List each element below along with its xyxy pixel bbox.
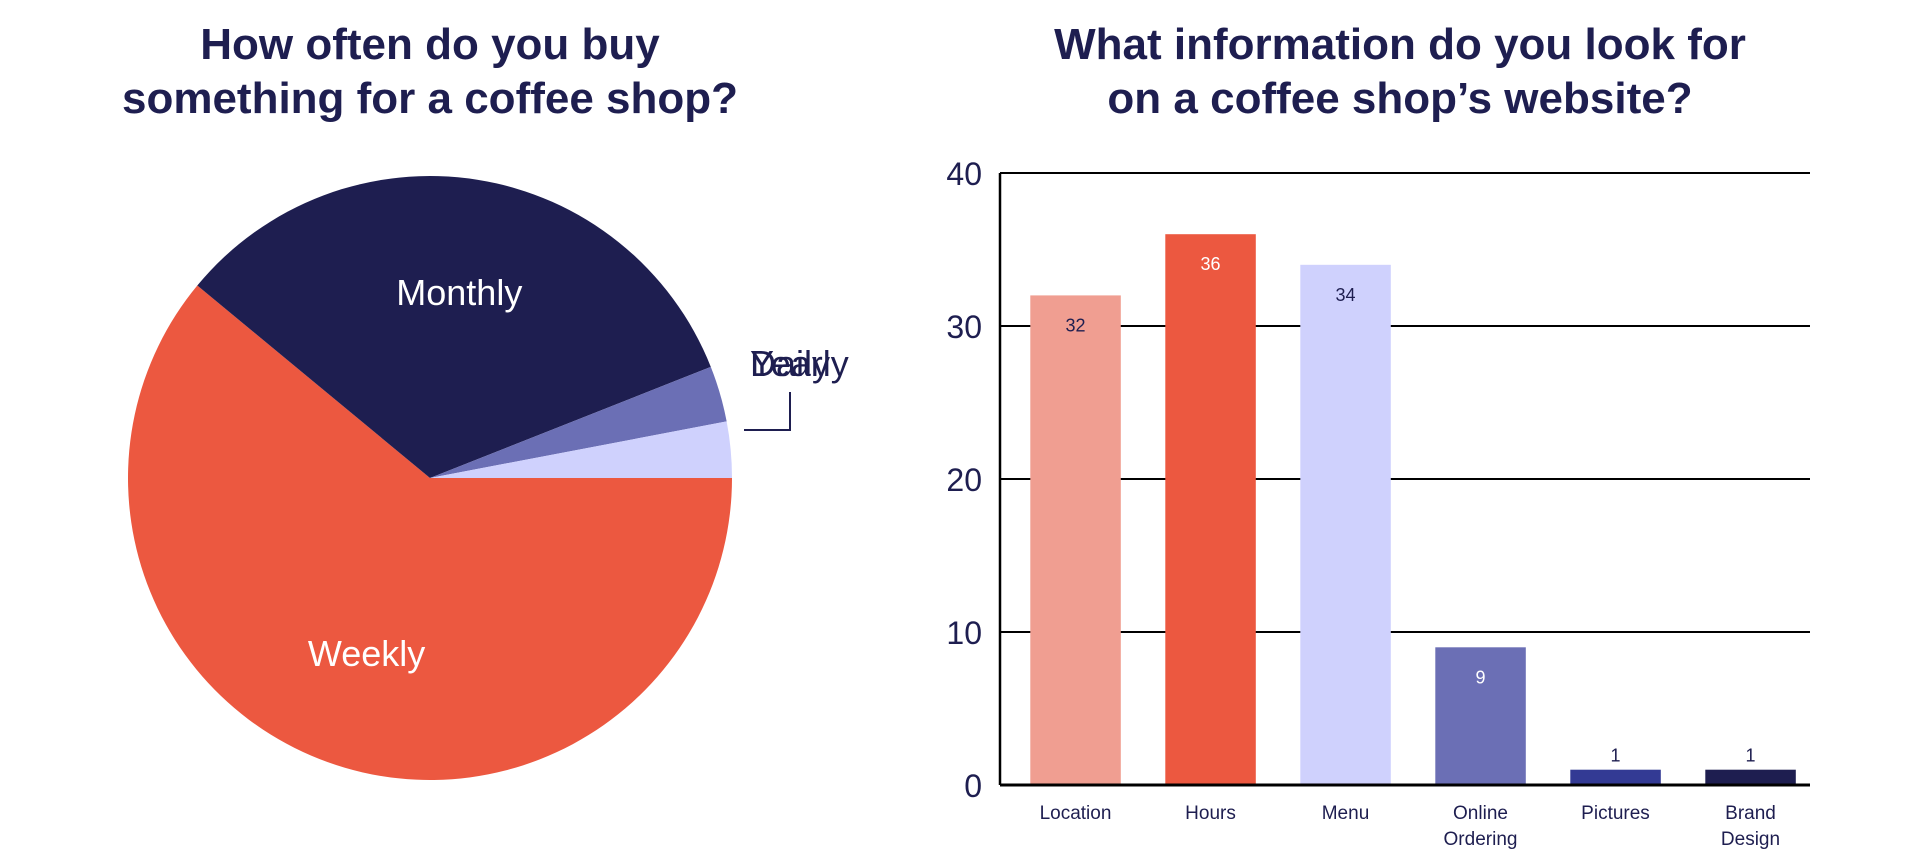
x-category-label-menu: Menu: [1322, 803, 1370, 824]
pie-label-weekly: Weekly: [308, 633, 425, 674]
pie-callout-daily: Daily: [744, 343, 830, 431]
pie-chart-title: How often do you buy something for a cof…: [0, 18, 860, 126]
x-category-label-location: Location: [1040, 803, 1112, 824]
x-category-label-line: Pictures: [1581, 803, 1650, 824]
x-category-label-pictures: Pictures: [1581, 803, 1650, 824]
bar-value-label-menu: 34: [1335, 285, 1355, 305]
pie-label-yearly: Yearly: [750, 343, 849, 384]
pie-slice-daily: [430, 421, 732, 478]
x-category-label-line: Menu: [1322, 803, 1370, 824]
pie-chart-panel: How often do you buy something for a cof…: [0, 0, 860, 865]
x-category-label-line: Online: [1453, 803, 1508, 824]
x-category-label-line: Brand: [1725, 803, 1776, 824]
bar-menu: [1300, 264, 1391, 785]
pie-label-daily: Daily: [750, 343, 830, 384]
y-tick-label-10: 10: [946, 615, 982, 651]
pie-title-line-2: something for a coffee shop?: [121, 74, 739, 123]
bar-chart-title: What information do you look for on a co…: [880, 18, 1920, 126]
bar-online-ordering: [1435, 647, 1526, 785]
pie-slice-monthly: [197, 176, 711, 478]
bar-title-line-2: on a coffee shop’s website?: [1107, 74, 1693, 123]
y-tick-label-20: 20: [946, 462, 982, 498]
pie-leader-daily: [744, 392, 791, 431]
bar-pictures: [1570, 769, 1661, 785]
y-tick-label-0: 0: [964, 768, 982, 804]
x-category-label-hours: Hours: [1185, 803, 1236, 824]
x-category-label-line: Ordering: [1444, 829, 1518, 850]
bar-chart-panel: What information do you look for on a co…: [880, 0, 1920, 865]
bar-location: [1030, 295, 1121, 785]
bar-hours: [1165, 234, 1256, 785]
y-tick-label-40: 40: [946, 156, 982, 192]
pie-slice-weekly: [127, 285, 733, 781]
x-category-label-brand-design: Brand Design: [1721, 803, 1780, 850]
x-category-label-online-ordering: Online Ordering: [1444, 803, 1518, 850]
pie-label-monthly: Monthly: [396, 272, 522, 313]
bar-value-label-brand-design: 1: [1745, 746, 1755, 766]
x-category-label-line: Hours: [1185, 803, 1236, 824]
x-category-label-line: Location: [1040, 803, 1112, 824]
bar-value-label-hours: 36: [1200, 254, 1220, 274]
pie-leader-yearly: [744, 392, 791, 431]
bar-brand-design: [1705, 769, 1796, 785]
y-tick-label-30: 30: [946, 309, 982, 345]
bar-value-label-location: 32: [1065, 315, 1085, 335]
bar-title-line-1: What information do you look for: [1054, 20, 1746, 69]
pie-title-line-1: How often do you buy: [200, 20, 660, 69]
bar-value-label-pictures: 1: [1610, 746, 1620, 766]
bar-value-label-online-ordering: 9: [1475, 667, 1485, 687]
pie-slice-yearly: [430, 366, 727, 478]
x-category-label-line: Design: [1721, 829, 1780, 850]
